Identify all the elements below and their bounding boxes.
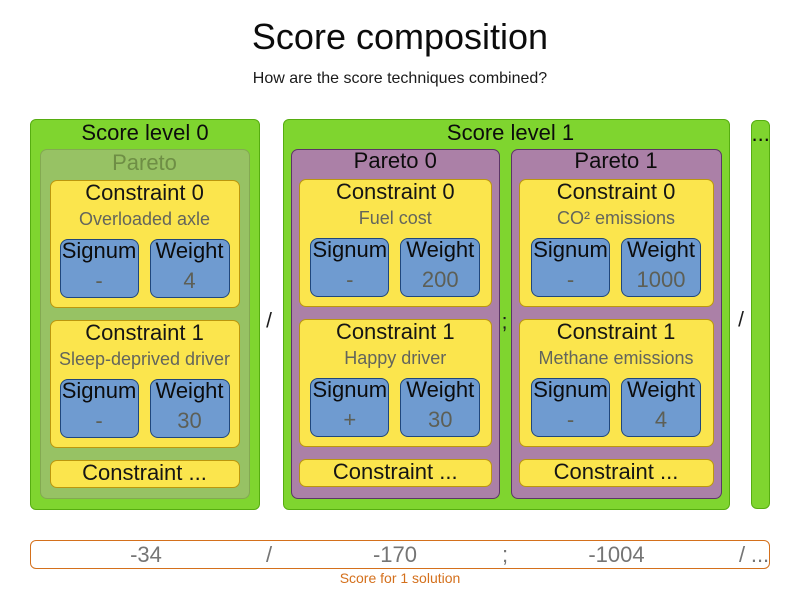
constraint-chip-row: Signum - Weight 200 xyxy=(300,238,491,297)
weight-chip: Weight 4 xyxy=(149,238,230,298)
signum-chip: Signum - xyxy=(310,237,390,297)
constraint-box: Constraint 1 Happy driver Signum + Weigh… xyxy=(299,319,492,447)
constraint-box: Constraint 1 Sleep-deprived driver Signu… xyxy=(49,320,240,448)
signum-value: - xyxy=(566,407,575,432)
constraint-title: Constraint 0 xyxy=(335,179,455,204)
signum-value: - xyxy=(346,267,354,292)
constraint-more-box: Constraint ... xyxy=(518,459,714,487)
weight-label: Weight xyxy=(626,237,696,262)
constraint-box: Constraint 1 Methane emissions Signum - … xyxy=(518,319,714,447)
weight-value: 200 xyxy=(421,267,459,292)
pareto-1-box: Pareto 1 Constraint 0 CO² emissions Sign… xyxy=(510,148,722,499)
constraint-title: Constraint 0 xyxy=(556,179,676,204)
signum-chip: Signum - xyxy=(59,238,139,298)
weight-chip: Weight 4 xyxy=(621,378,701,437)
signum-chip: Signum - xyxy=(531,238,610,297)
score-ellipsis: ... xyxy=(750,541,770,567)
signum-label: Signum xyxy=(61,238,137,263)
constraint-title: Constraint 1 xyxy=(335,319,455,344)
constraint-more-title: Constraint ... xyxy=(332,459,458,484)
weight-value: 30 xyxy=(177,408,202,433)
score-level-0-box: Score level 0 Pareto Constraint 0 Overlo… xyxy=(30,119,260,510)
weight-chip: Weight 200 xyxy=(400,237,481,297)
weight-chip: Weight 30 xyxy=(149,378,230,438)
constraint-description: CO² emissions xyxy=(556,208,676,228)
more-levels-box: ... xyxy=(750,120,770,509)
constraint-description: Fuel cost xyxy=(358,208,432,228)
score-level-1-box: Score level 1 Pareto 0 Constraint 0 Fuel… xyxy=(283,119,730,510)
weight-value: 4 xyxy=(654,407,668,432)
weight-chip: Weight 30 xyxy=(400,377,481,437)
constraint-title: Constraint 1 xyxy=(85,320,204,345)
signum-label: Signum xyxy=(312,377,388,402)
score-value: -34 xyxy=(130,541,162,567)
constraint-chip-row: Signum - Weight 30 xyxy=(51,379,239,438)
constraint-chip-row: Signum - Weight 4 xyxy=(520,378,713,437)
weight-label: Weight xyxy=(155,378,224,403)
score-bar-caption: Score for 1 solution xyxy=(339,570,461,586)
constraint-more-box: Constraint ... xyxy=(299,459,492,487)
constraint-chip-row: Signum - Weight 1000 xyxy=(520,238,713,297)
score-bar: -34 / -170 ; -1004 / ... xyxy=(30,540,770,569)
constraint-more-title: Constraint ... xyxy=(82,460,207,485)
score-value: -170 xyxy=(372,541,418,567)
constraint-box: Constraint 0 Overloaded axle Signum - We… xyxy=(49,180,240,308)
score-separator: ; xyxy=(501,541,509,567)
weight-chip: Weight 1000 xyxy=(621,238,701,297)
weight-value: 1000 xyxy=(636,267,686,292)
weight-value: 4 xyxy=(183,268,196,293)
score-separator: / xyxy=(738,541,746,567)
signum-label: Signum xyxy=(533,377,608,402)
weight-label: Weight xyxy=(155,238,224,263)
score-level-0-label: Score level 0 xyxy=(81,119,209,145)
score-level-1-label: Score level 1 xyxy=(446,119,575,145)
pareto-box-disabled: Pareto Constraint 0 Overloaded axle Sign… xyxy=(39,149,250,499)
signum-value: - xyxy=(95,268,103,293)
signum-chip: Signum - xyxy=(59,378,139,438)
constraint-more-box: Constraint ... xyxy=(49,460,240,488)
signum-label: Signum xyxy=(533,237,608,262)
constraint-description: Overloaded axle xyxy=(78,209,211,229)
page-title: Score composition xyxy=(251,16,549,57)
pareto-0-box: Pareto 0 Constraint 0 Fuel cost Signum -… xyxy=(291,149,500,499)
signum-value: + xyxy=(343,407,357,432)
constraint-box: Constraint 0 Fuel cost Signum - Weight 2… xyxy=(299,179,492,307)
signum-label: Signum xyxy=(312,237,388,262)
score-value: -1004 xyxy=(588,541,645,567)
signum-value: - xyxy=(566,267,575,292)
level-separator-slash: / xyxy=(266,309,272,333)
constraint-box: Constraint 0 CO² emissions Signum - Weig… xyxy=(518,179,714,307)
signum-label: Signum xyxy=(61,378,137,403)
constraint-description: Methane emissions xyxy=(538,348,694,368)
pareto-0-label: Pareto 0 xyxy=(353,148,437,173)
constraint-description: Happy driver xyxy=(344,348,447,368)
pareto-1-label: Pareto 1 xyxy=(574,148,658,173)
score-separator: / xyxy=(265,541,273,567)
weight-value: 30 xyxy=(428,407,453,432)
weight-label: Weight xyxy=(626,377,696,402)
constraint-title: Constraint 0 xyxy=(85,180,204,205)
level-separator-slash: / xyxy=(738,308,744,332)
weight-label: Weight xyxy=(406,237,475,262)
weight-label: Weight xyxy=(406,377,475,402)
signum-value: - xyxy=(95,408,103,433)
constraint-chip-row: Signum + Weight 30 xyxy=(300,378,491,437)
signum-chip: Signum - xyxy=(531,378,610,437)
pareto-label: Pareto xyxy=(112,150,177,175)
constraint-title: Constraint 1 xyxy=(556,319,676,344)
pareto-separator-semicolon: ; xyxy=(501,310,508,334)
page-subtitle: How are the score techniques combined? xyxy=(252,70,548,87)
constraint-more-title: Constraint ... xyxy=(553,459,679,484)
constraint-description: Sleep-deprived driver xyxy=(58,349,231,369)
constraint-chip-row: Signum - Weight 4 xyxy=(51,239,239,298)
more-levels-label: ... xyxy=(751,120,770,146)
signum-chip: Signum + xyxy=(310,377,390,437)
